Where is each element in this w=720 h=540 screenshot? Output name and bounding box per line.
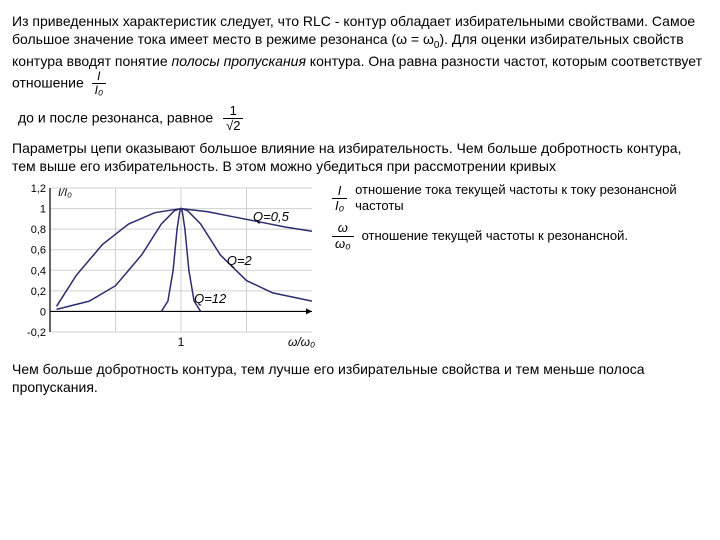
def1-text: отношение тока текущей частоты к току ре… [355, 182, 708, 216]
invroot-num: 1 [223, 104, 243, 119]
def1-num: I [332, 184, 347, 199]
paragraph-2: до и после резонанса, равное 1 √2 [18, 104, 708, 134]
ratio-num: I [92, 70, 106, 84]
svg-text:Q=12: Q=12 [194, 291, 227, 306]
invroot-fraction: 1 √2 [223, 104, 243, 134]
def-row-1: I I₀ отношение тока текущей частоты к то… [332, 182, 708, 216]
ratio-den: I₀ [92, 84, 106, 97]
def2-text: отношение текущей частоты к резонансной. [362, 228, 628, 245]
p3-text: Параметры цепи оказывают большое влияние… [12, 140, 681, 174]
svg-text:I/I₀: I/I₀ [58, 187, 72, 199]
chart-row: -0,2 0 0,2 0,4 0,6 0,8 1 1,2 1 I/I₀ ω/ω₀ Q=0,5 Q=2 Q=… [12, 182, 708, 352]
definitions: I I₀ отношение тока текущей частоты к то… [322, 182, 708, 257]
def2-fraction: ω ω₀ [332, 221, 354, 251]
p4-text: Чем больше добротность контура, тем лучш… [12, 361, 645, 395]
invroot-den: √2 [223, 119, 243, 133]
svg-text:Q=2: Q=2 [227, 253, 253, 268]
inline-ratio: I I₀ [92, 70, 106, 97]
svg-text:0,2: 0,2 [31, 285, 46, 297]
svg-text:0,4: 0,4 [31, 265, 46, 277]
def2-num: ω [332, 221, 354, 236]
def-row-2: ω ω₀ отношение текущей частоты к резонан… [332, 221, 708, 251]
svg-text:0,8: 0,8 [31, 224, 46, 236]
svg-text:Q=0,5: Q=0,5 [253, 208, 290, 223]
svg-text:0: 0 [40, 306, 46, 318]
resonance-chart: -0,2 0 0,2 0,4 0,6 0,8 1 1,2 1 I/I₀ ω/ω₀ Q=0,5 Q=2 Q=… [12, 182, 322, 352]
paragraph-3: Параметры цепи оказывают большое влияние… [12, 139, 708, 175]
def2-den: ω₀ [332, 237, 354, 251]
def1-fraction: I I₀ [332, 184, 347, 214]
svg-text:1,2: 1,2 [31, 183, 46, 195]
svg-text:ω/ω₀: ω/ω₀ [288, 335, 315, 349]
svg-text:1: 1 [178, 335, 185, 349]
p1-italic: полосы пропускания [172, 53, 306, 69]
svg-text:-0,2: -0,2 [27, 327, 46, 339]
svg-text:0,6: 0,6 [31, 244, 46, 256]
paragraph-1: Из приведенных характеристик следует, чт… [12, 12, 708, 98]
def1-den: I₀ [332, 199, 347, 213]
svg-text:1: 1 [40, 203, 46, 215]
paragraph-4: Чем больше добротность контура, тем лучш… [12, 360, 708, 396]
p2-text: до и после резонанса, равное [18, 109, 213, 125]
